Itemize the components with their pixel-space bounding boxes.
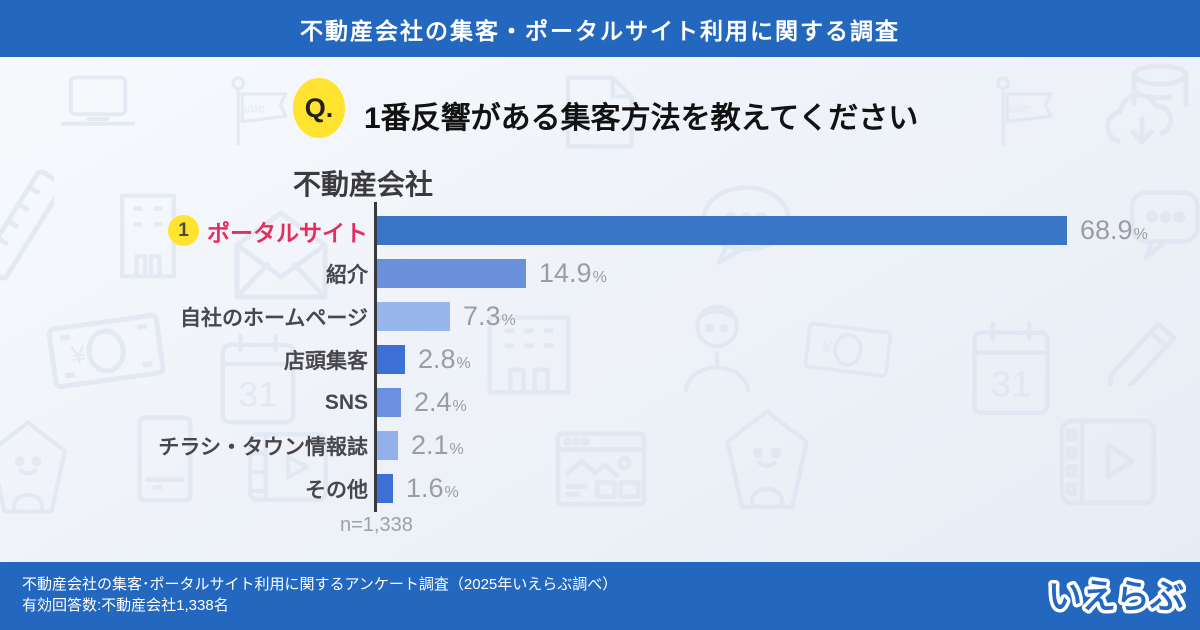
bg-envelope-icon [230, 207, 332, 303]
ielove-logo-text: いえらぶ [1048, 578, 1184, 616]
bar-row-label: 自社のホームページ [0, 302, 368, 332]
bar-row: 紹介 14.9% [0, 252, 1200, 295]
bar [377, 345, 405, 374]
percent-sign: % [452, 398, 467, 415]
bar-value: 2.1% [411, 430, 464, 461]
bg-money-yen-icon: ¥ [800, 310, 896, 388]
bg-dots-bubble-icon [1126, 185, 1200, 269]
bg-calendar-number: 31 [991, 363, 1032, 404]
bar-label-text: チラシ・タウン情報誌 [158, 435, 368, 459]
svg-text:¥: ¥ [68, 339, 88, 371]
bg-database-cloud-download-icon [1088, 59, 1196, 161]
bg-sale-flag-icon: sale [990, 75, 1056, 147]
bg-money-yen-icon: ¥ [42, 308, 170, 392]
question-badge: Q. [293, 78, 345, 138]
question-badge-label: Q. [304, 92, 334, 123]
bar-value-number: 2.8 [418, 344, 456, 374]
header-banner: 不動産会社の集客・ポータルサイト利用に関する調査 [0, 0, 1200, 57]
chart-axis-line [374, 202, 377, 512]
bg-mascot-icon [0, 415, 70, 519]
main-area: sale sale ¥ 31 [0, 57, 1200, 562]
bar-value-number: 2.4 [414, 387, 452, 417]
bar-value: 2.4% [414, 387, 467, 418]
bar-label-text: 自社のホームページ [180, 306, 368, 330]
percent-sign: % [449, 441, 464, 458]
bg-film-play-icon [1056, 415, 1160, 509]
bg-video-player-icon [245, 429, 331, 505]
rank-1-badge: 1 [168, 215, 199, 246]
bar-rows: 1 ポータルサイト 68.9% 紹介 14.9% 自社のホームページ 7.3% 店頭集客 2.8… [0, 209, 1200, 510]
bar-value-number: 7.3 [463, 301, 501, 331]
bar [377, 431, 398, 460]
bg-sale-text: sale [241, 100, 265, 115]
bg-calendar-number: 31 [238, 375, 277, 414]
ielove-logo: いえらぶ [1046, 575, 1186, 620]
bar-row: 店頭集客 2.8% [0, 338, 1200, 381]
footer-banner: 不動産会社の集客･ポータルサイト利用に関するアンケート調査（2025年いえらぶ調… [0, 562, 1200, 630]
page-title: 不動産会社の集客・ポータルサイト利用に関する調査 [300, 17, 900, 44]
bar-row: SNS 2.4% [0, 381, 1200, 424]
footer-line1: 不動産会社の集客･ポータルサイト利用に関するアンケート調査（2025年いえらぶ調… [22, 576, 618, 593]
bg-appliance-icon [132, 412, 198, 506]
bar-row: その他 1.6% [0, 467, 1200, 510]
bar-value-number: 14.9 [539, 258, 592, 288]
bg-sale-flag-icon: sale [225, 75, 291, 147]
bar-label-text: その他 [305, 478, 368, 502]
bg-calendar-icon: 31 [965, 318, 1057, 420]
bg-pencil-icon [1098, 300, 1198, 386]
footer-line2: 有効回答数:不動産会社1,338名 [22, 597, 229, 614]
bar-value-number: 2.1 [411, 430, 449, 460]
bg-mascot-icon [722, 405, 812, 513]
percent-sign: % [501, 312, 516, 329]
bar-value-number: 68.9 [1080, 215, 1133, 245]
bg-ruler-icon [0, 165, 54, 285]
bar [377, 388, 401, 417]
bar-value: 1.6% [406, 473, 459, 504]
bg-calendar-icon: 31 [214, 330, 302, 430]
bar [377, 474, 393, 503]
bg-laptop-icon [58, 70, 138, 136]
bg-sale-text: sale [1006, 100, 1030, 115]
percent-sign: % [444, 484, 459, 501]
bar-label-text: 紹介 [326, 263, 368, 287]
bar-row: 自社のホームページ 7.3% [0, 295, 1200, 338]
bar-label-text: SNS [324, 390, 368, 414]
bar-row: 1 ポータルサイト 68.9% [0, 209, 1200, 252]
bar-value: 14.9% [539, 258, 607, 289]
bar-row-label: 1 ポータルサイト [0, 214, 368, 248]
bg-file-icon [556, 69, 642, 155]
bar [377, 302, 450, 331]
bar [377, 216, 1067, 245]
bg-person-icon [676, 300, 758, 394]
svg-text:¥: ¥ [819, 336, 834, 359]
bar-row-label: 紹介 [0, 259, 368, 289]
bar-value: 68.9% [1080, 215, 1148, 246]
chart-title: 不動産会社 [293, 169, 434, 200]
bar-value-number: 1.6 [406, 473, 444, 503]
bar-row-label: 店頭集客 [0, 345, 368, 375]
percent-sign: % [1133, 226, 1148, 243]
bar-label-text: 店頭集客 [284, 349, 368, 373]
bar-value: 7.3% [463, 301, 516, 332]
bg-office-building-icon [482, 312, 576, 396]
bar-label-text: ポータルサイト [207, 219, 368, 246]
bar-value: 2.8% [418, 344, 471, 375]
bar-row-label: チラシ・タウン情報誌 [0, 431, 368, 461]
question-text: 1番反響がある集客方法を教えてください [364, 102, 919, 135]
bar [377, 259, 526, 288]
bar-row-label: SNS [0, 391, 368, 415]
bar-row: チラシ・タウン情報誌 2.1% [0, 424, 1200, 467]
sample-size-label: n=1,338 [340, 514, 413, 536]
percent-sign: % [456, 355, 471, 372]
percent-sign: % [592, 269, 607, 286]
footer-source-text: 不動産会社の集客･ポータルサイト利用に関するアンケート調査（2025年いえらぶ調… [22, 574, 617, 616]
bg-browser-image-icon [552, 428, 650, 510]
bar-row-label: その他 [0, 474, 368, 504]
